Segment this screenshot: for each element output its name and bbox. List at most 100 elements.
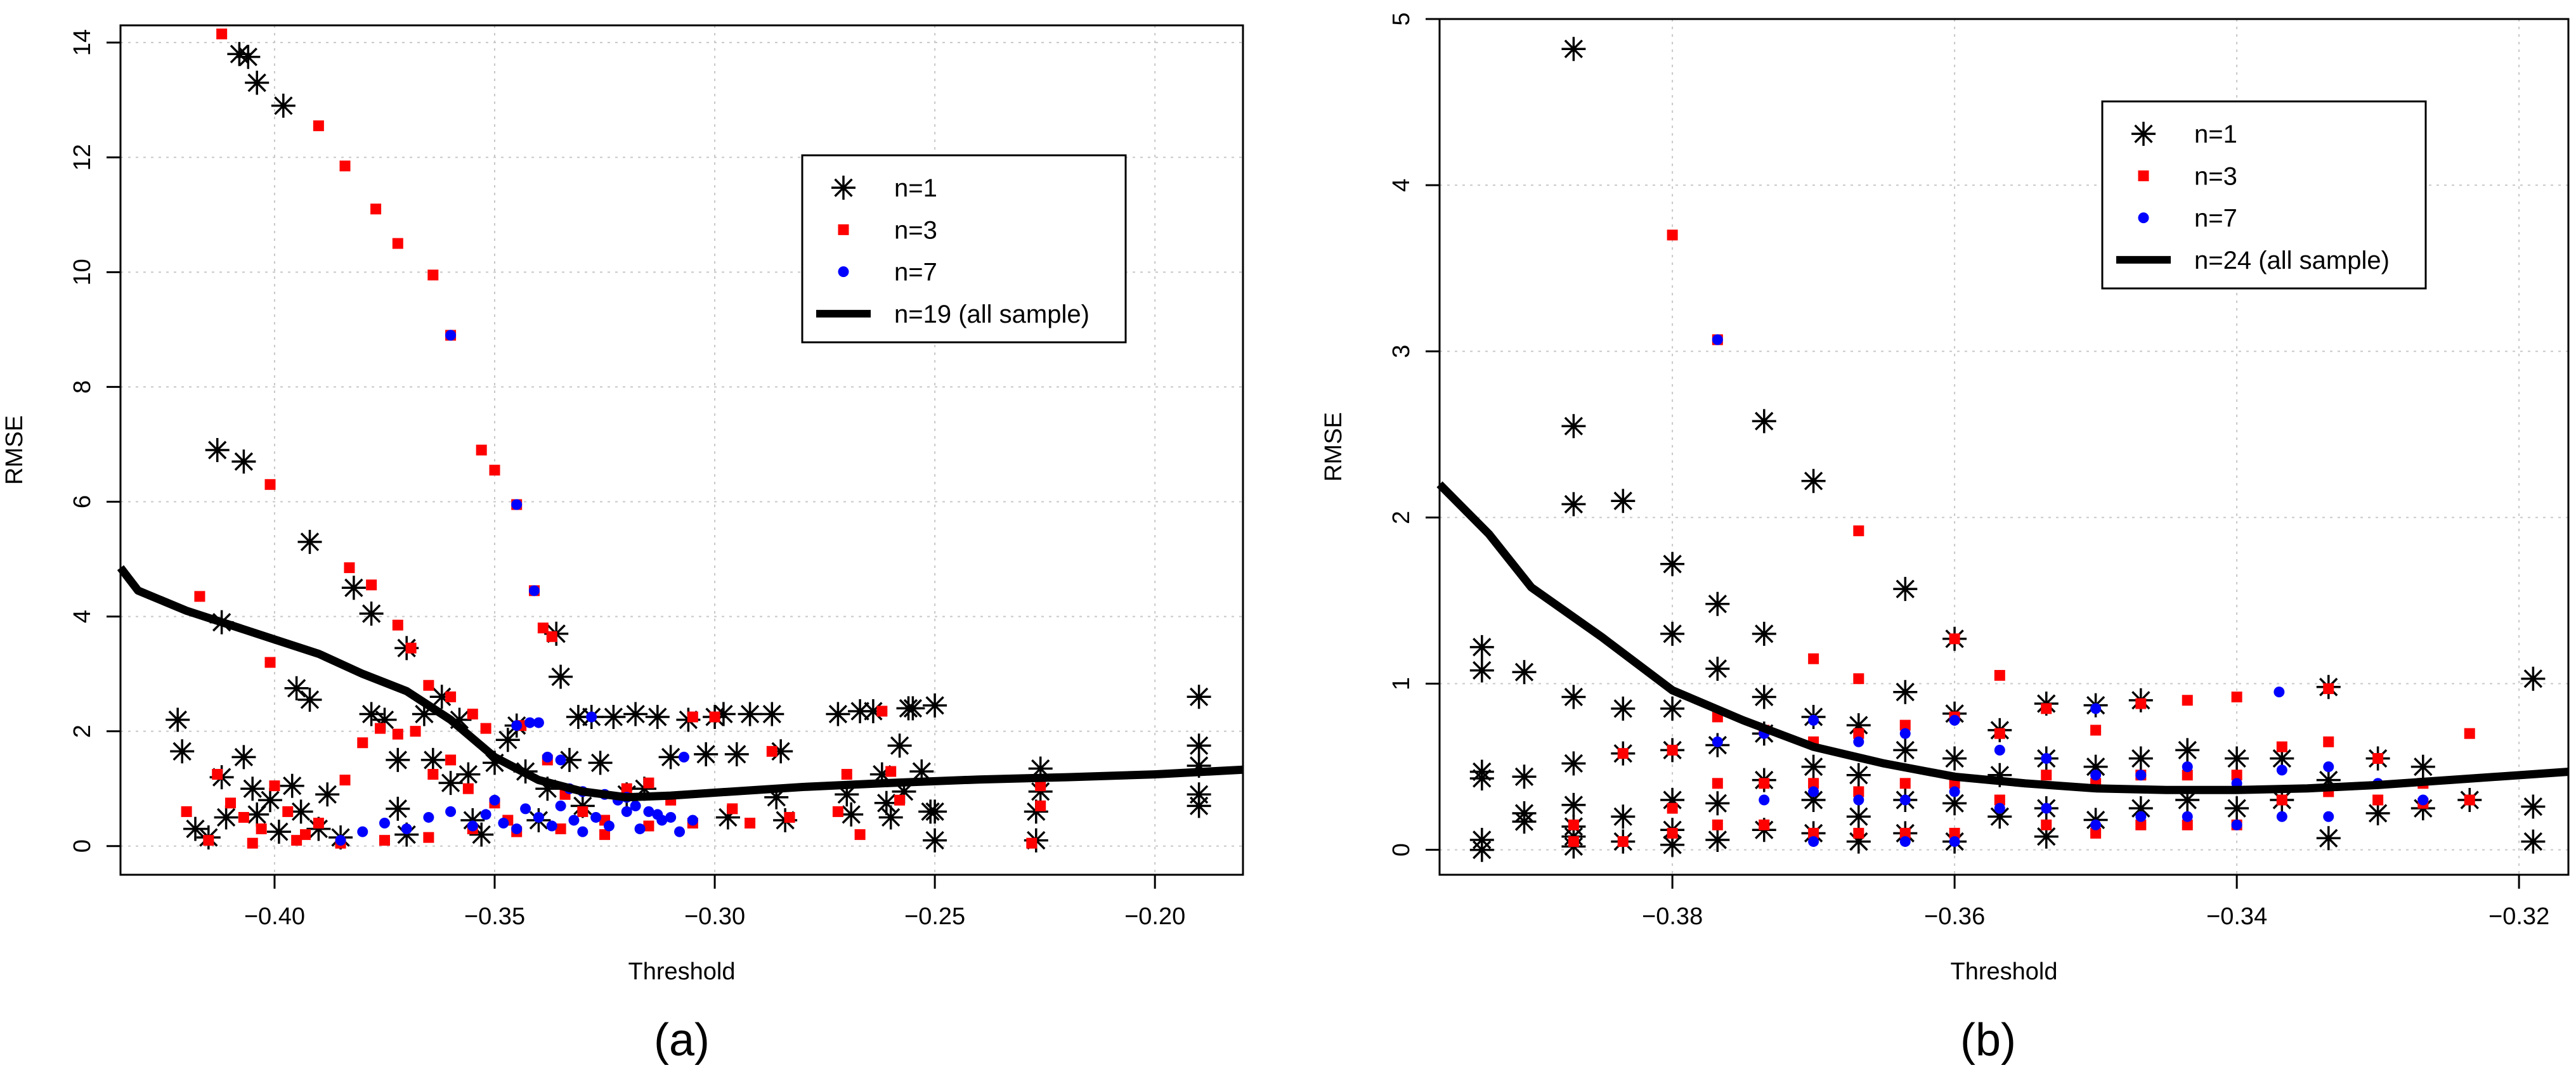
data-point xyxy=(839,802,864,827)
y-tick-label: 4 xyxy=(69,610,96,623)
data-point xyxy=(2041,819,2052,830)
data-point xyxy=(549,664,573,689)
data-point xyxy=(1187,685,1211,709)
data-point xyxy=(2041,753,2052,764)
data-point xyxy=(392,728,403,740)
data-point xyxy=(715,805,740,830)
data-point xyxy=(1705,591,1730,616)
data-point xyxy=(291,835,302,846)
data-point xyxy=(861,699,885,723)
data-point xyxy=(401,823,412,835)
x-axis-title: Threshold xyxy=(1951,958,2058,985)
data-point xyxy=(300,829,311,841)
data-point xyxy=(498,818,509,829)
y-tick-label: 8 xyxy=(69,380,96,394)
legend-label: n=1 xyxy=(2194,120,2237,148)
data-point xyxy=(1561,37,1586,61)
data-point xyxy=(760,702,784,726)
data-point xyxy=(1469,837,1494,862)
data-point xyxy=(835,782,859,807)
data-point xyxy=(1660,696,1685,721)
data-point xyxy=(1187,733,1211,758)
series-n-7 xyxy=(1712,334,2429,848)
data-point xyxy=(289,799,313,824)
series-n-1 xyxy=(166,42,1211,853)
legend: n=1 n=3 n=7 n=19 (all sample) xyxy=(801,154,1127,344)
x-tick-label: −0.35 xyxy=(464,903,525,930)
data-point xyxy=(429,685,454,709)
data-point xyxy=(1035,780,1046,792)
data-point xyxy=(2182,695,2193,706)
data-point xyxy=(2274,686,2285,698)
data-point xyxy=(339,775,351,786)
data-point xyxy=(216,29,228,40)
data-point xyxy=(511,823,523,835)
data-point xyxy=(2417,794,2429,806)
data-point xyxy=(590,811,602,823)
data-point xyxy=(2521,666,2546,691)
data-point xyxy=(766,745,777,757)
data-point xyxy=(599,829,611,841)
data-point xyxy=(2372,753,2384,764)
data-point xyxy=(1899,836,1911,848)
data-point xyxy=(1994,744,2005,756)
data-point xyxy=(297,529,322,554)
data-point xyxy=(375,723,386,734)
data-point xyxy=(1024,799,1048,824)
data-point xyxy=(227,42,252,67)
data-point xyxy=(1853,525,1864,536)
data-point xyxy=(528,585,540,596)
data-point xyxy=(546,820,557,832)
data-point xyxy=(412,702,436,726)
data-point xyxy=(2182,761,2193,773)
plot-frame xyxy=(119,24,1244,876)
data-point xyxy=(1667,229,1678,241)
data-point xyxy=(166,707,190,732)
figure-caption: (a) xyxy=(654,1015,710,1066)
data-point xyxy=(1846,829,1871,854)
data-point xyxy=(1660,788,1685,812)
legend-label: n=7 xyxy=(2194,205,2237,233)
data-point xyxy=(480,809,491,820)
data-point xyxy=(535,777,560,801)
data-point xyxy=(1808,778,1819,789)
data-point xyxy=(645,705,670,729)
data-point xyxy=(445,754,457,766)
data-point xyxy=(2083,754,2108,779)
data-point xyxy=(878,805,903,830)
data-point xyxy=(344,562,355,574)
figure-caption: (b) xyxy=(1960,1015,2016,1066)
data-point xyxy=(826,702,850,726)
data-point xyxy=(2231,692,2242,703)
data-point xyxy=(2276,794,2287,806)
y-tick-label: 6 xyxy=(69,495,96,508)
data-point xyxy=(1893,738,1918,763)
data-point xyxy=(1949,827,1960,839)
y-axis-title: RMSE xyxy=(1,415,28,485)
data-point xyxy=(1611,804,1636,829)
data-point xyxy=(887,733,912,758)
data-point xyxy=(1759,794,1770,806)
legend-label: n=19 (all sample) xyxy=(894,300,1090,328)
data-point xyxy=(1899,778,1911,789)
data-point xyxy=(1949,786,1960,797)
data-point xyxy=(674,826,686,837)
data-point xyxy=(489,465,500,476)
data-point xyxy=(901,696,925,721)
data-point xyxy=(658,745,683,770)
data-point xyxy=(258,788,282,813)
data-point xyxy=(621,806,632,817)
data-point xyxy=(1853,673,1864,685)
data-point xyxy=(632,777,656,801)
data-point xyxy=(1808,714,1819,726)
x-tick-label: −0.38 xyxy=(1642,903,1703,930)
data-point xyxy=(1949,714,1960,726)
legend-label: n=3 xyxy=(894,216,937,244)
data-point xyxy=(1801,468,1826,493)
data-point xyxy=(1942,791,1967,816)
data-point xyxy=(1187,794,1211,818)
data-point xyxy=(445,691,457,702)
data-point xyxy=(2316,768,2341,792)
data-point xyxy=(2175,788,2200,812)
data-point xyxy=(892,779,916,804)
